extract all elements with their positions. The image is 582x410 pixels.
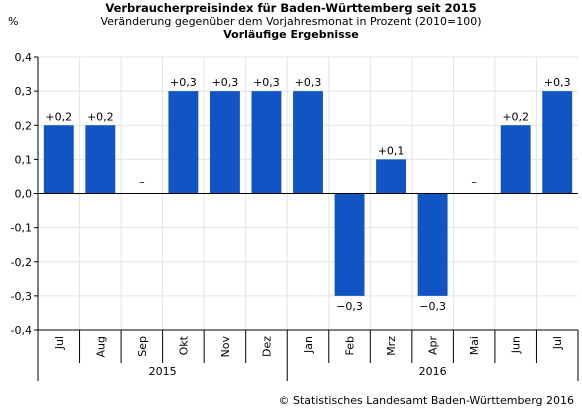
bar-value-label: +0,3 xyxy=(295,76,322,89)
x-tick-label: Jul xyxy=(53,336,66,350)
x-tick-label: Nov xyxy=(219,336,232,358)
bar-value-label: +0,1 xyxy=(378,144,405,157)
bar-value-label: – xyxy=(139,176,145,189)
y-axis-unit: % xyxy=(8,15,19,28)
x-tick-label: Mai xyxy=(468,336,481,355)
bar xyxy=(168,91,199,194)
x-tick-label: Dez xyxy=(260,336,273,357)
x-tick-label: Feb xyxy=(344,336,357,355)
x-tick-label: Aug xyxy=(94,336,107,357)
bar-value-label: +0,2 xyxy=(45,110,72,123)
x-tick-label: Jul xyxy=(551,336,564,350)
y-tick-label: 0,4 xyxy=(15,51,33,64)
bar-value-label: – xyxy=(471,176,477,189)
bar-value-label: +0,2 xyxy=(87,110,114,123)
bar-value-label: +0,2 xyxy=(502,110,529,123)
bar xyxy=(542,91,573,194)
bar-value-label: +0,3 xyxy=(212,76,239,89)
y-tick-label: 0,0 xyxy=(15,188,33,201)
chart-subtitle: Veränderung gegenüber dem Vorjahresmonat… xyxy=(100,15,482,28)
chart-titles: Verbraucherpreisindex für Baden-Württemb… xyxy=(0,1,582,42)
bar xyxy=(251,91,282,194)
bar xyxy=(376,159,407,194)
copyright-notice: © Statistisches Landesamt Baden-Württemb… xyxy=(278,394,574,407)
x-tick-label: Jan xyxy=(302,336,315,354)
chart-title: Verbraucherpreisindex für Baden-Württemb… xyxy=(105,1,477,15)
bar xyxy=(85,125,116,194)
x-tick-label: Sep xyxy=(136,336,149,357)
chart-note: Vorläufige Ergebnisse xyxy=(223,28,359,41)
x-tick-label: Mrz xyxy=(385,336,398,356)
y-tick-label: -0,2 xyxy=(11,256,32,269)
x-tick-label: Jun xyxy=(510,336,523,354)
bar xyxy=(209,91,240,194)
bar-value-label: −0,3 xyxy=(419,300,446,313)
bar xyxy=(334,193,365,296)
y-tick-label: -0,4 xyxy=(11,324,32,337)
y-tick-label: 0,2 xyxy=(15,119,33,132)
y-tick-label: 0,3 xyxy=(15,85,33,98)
x-tick-label: Okt xyxy=(177,335,190,355)
bar-value-label: +0,3 xyxy=(170,76,197,89)
bar xyxy=(500,125,531,194)
bar-value-label: +0,3 xyxy=(253,76,280,89)
bar xyxy=(417,193,448,296)
y-tick-label: 0,1 xyxy=(15,153,33,166)
x-tick-label: Apr xyxy=(427,336,440,356)
y-tick-label: -0,3 xyxy=(11,290,32,303)
bar-value-label: −0,3 xyxy=(336,300,363,313)
bar-value-label: +0,3 xyxy=(544,76,571,89)
year-group-label: 2015 xyxy=(149,365,177,378)
bar xyxy=(43,125,74,194)
y-tick-label: -0,1 xyxy=(11,222,32,235)
year-group-label: 2016 xyxy=(419,365,447,378)
bar xyxy=(293,91,323,194)
